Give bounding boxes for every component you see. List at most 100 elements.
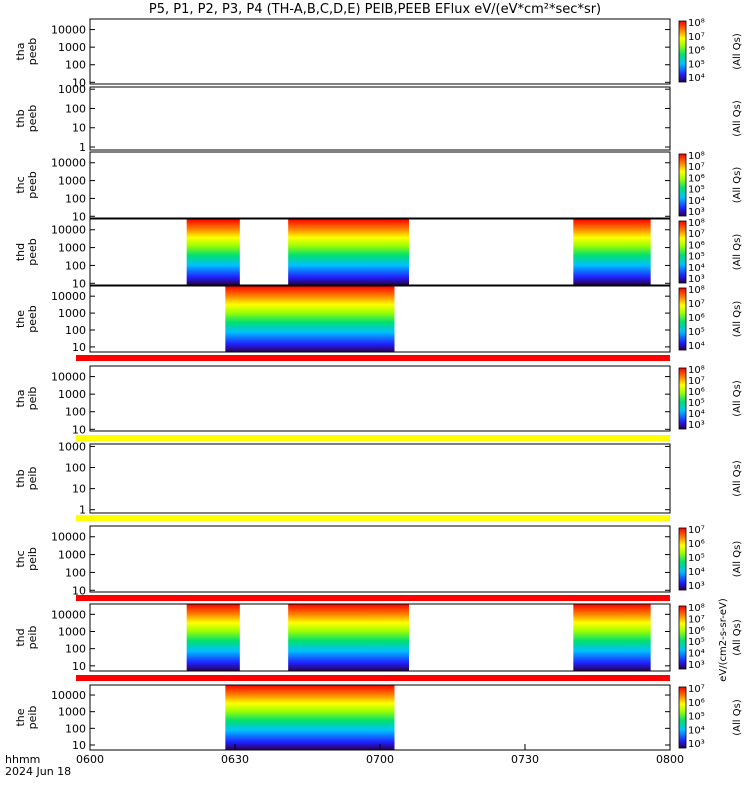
colorbar-tick-label: 10³ [688,739,705,750]
colorbar-tick-label: 10⁶ [688,46,705,57]
colorbar-tick-label: 10⁶ [688,387,705,398]
y-axis-label: peeb [26,171,39,199]
y-axis-label: peib [26,706,39,730]
y-tick-label: 100 [65,324,86,337]
y-tick-label: 1000 [58,307,86,320]
colorbar [678,220,687,284]
y-tick-label: 1 [79,504,86,517]
colorbar-tick-label: 10⁵ [688,712,705,723]
colorbar [678,686,687,749]
y-axis-label: the [14,310,27,328]
separator-bar [76,595,670,601]
colorbar-label: (All Qs) [732,541,743,578]
colorbar-units-label: eV/(cm2-s-sr-eV) [718,598,729,682]
y-axis-label: the [14,708,27,726]
y-axis-label: tha [14,389,27,407]
y-tick-label: 1000 [58,41,86,54]
colorbar [678,527,687,591]
y-tick-label: 100 [65,59,86,72]
y-tick-label: 100 [65,192,86,205]
x-tick-label: 0700 [366,753,394,766]
panel-frame [89,443,671,514]
y-tick-label: 1 [79,141,86,154]
colorbar [678,153,687,217]
y-tick-label: 10000 [51,689,86,702]
colorbar-label: (All Qs) [732,380,743,417]
colorbar-tick-label: 10⁵ [688,398,705,409]
colorbar-tick-label: 10⁷ [688,162,705,173]
colorbar-tick-label: 10⁶ [688,698,705,709]
panel-thc-peib: 10 100 1000 10000 thc peib 10³ 10⁴ 10⁵ 10⁶ 10⁷ (All… [14,525,743,597]
y-tick-label: 10 [72,739,86,752]
y-tick-label: 100 [65,643,86,656]
y-axis-label: peib [26,467,39,491]
panel-tha-peeb: 10 100 1000 10000 tha peeb 10⁴ 10⁵ 10⁶ 10⁷ 10⁸ (All… [14,18,743,89]
colorbar-tick-label: 10⁶ [688,313,705,324]
y-axis-label: peib [26,387,39,411]
colorbar-tick-label: 10⁸ [688,365,705,376]
panel-frame [89,603,671,672]
panel-frame [89,285,671,353]
colorbar-tick-label: 10⁷ [688,229,705,240]
y-axis-label: peeb [26,238,39,266]
colorbar-label: (All Qs) [732,100,743,137]
colorbar-tick-label: 10³ [688,581,705,592]
panel-thb-peeb: 1 10 100 1000 thb peeb (All Qs) [14,83,743,154]
y-tick-label: 10000 [51,531,86,544]
colorbar-tick-label: 10⁸ [688,218,705,229]
panel-the-peib: 10 100 1000 10000 the peib 10³ 10⁴ 10⁵ 10⁶ 10⁷ (All… [14,684,743,752]
colorbar [678,287,687,351]
y-tick-label: 1000 [58,706,86,719]
y-tick-label: 1000 [58,242,86,255]
spectrogram-block [225,286,395,352]
y-axis-label: peeb [26,38,39,66]
y-axis-label: thc [14,176,27,193]
y-tick-label: 1000 [58,549,86,562]
separator-bars [76,355,670,681]
y-tick-label: 1000 [58,388,86,401]
figure-title: P5, P1, P2, P3, P4 (TH-A,B,C,D,E) PEIB,P… [149,2,601,17]
y-axis-label: peib [26,626,39,650]
colorbar-label: (All Qs) [732,301,743,338]
colorbar-tick-label: 10⁴ [688,196,705,207]
spectrogram-block [186,604,240,671]
y-axis-label: thd [14,628,27,646]
colorbar-tick-label: 10⁵ [688,185,705,196]
y-tick-label: 10 [72,423,86,436]
x-tick-label: 0800 [656,753,684,766]
y-tick-label: 10 [72,660,86,673]
panel-frame [89,18,671,85]
colorbar-tick-label: 10³ [688,660,705,671]
y-tick-label: 10000 [51,608,86,621]
panel-thb-peib: 1 10 100 1000 thb peib (All Qs) [14,440,743,516]
separator-bar [76,675,670,681]
spectrogram-block [186,219,240,285]
y-axis-label: thd [14,243,27,261]
panel-frame [89,151,671,219]
y-axis-label: thb [14,109,27,127]
colorbar-tick-label: 10³ [688,274,705,285]
spectrogram-block [573,604,651,671]
y-tick-label: 10 [72,210,86,223]
y-tick-label: 10000 [51,290,86,303]
colorbar-label: (All Qs) [732,699,743,736]
colorbar-tick-label: 10⁶ [688,240,705,251]
colorbar-tick-label: 10⁴ [688,73,705,84]
y-tick-label: 100 [65,462,86,475]
colorbar-tick-label: 10⁸ [688,603,705,614]
colorbar-tick-label: 10⁴ [688,649,705,660]
colorbar-tick-label: 10⁴ [688,341,705,352]
y-tick-label: 100 [65,406,86,419]
x-tick-label: 0630 [221,753,249,766]
y-tick-label: 100 [65,102,86,115]
spectrogram-block [288,604,409,671]
colorbar-tick-label: 10⁸ [688,285,705,296]
y-tick-label: 10 [72,277,86,290]
spectrogram-block [573,219,651,285]
colorbar-tick-label: 10⁶ [688,626,705,637]
x-tick-label: 0600 [76,753,104,766]
y-tick-label: 10 [72,483,86,496]
panel-frame [89,86,671,151]
